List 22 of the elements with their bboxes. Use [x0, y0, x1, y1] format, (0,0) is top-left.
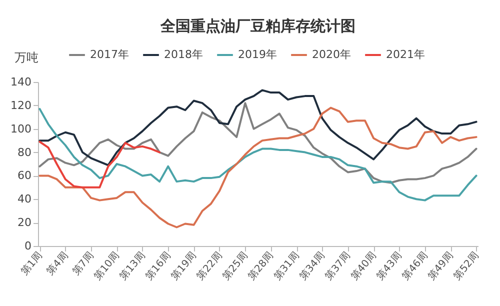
y-tick-label: 100: [10, 122, 32, 136]
legend-label: 2018年: [164, 48, 203, 61]
y-tick-label: 40: [18, 192, 32, 206]
y-tick-label: 80: [18, 146, 32, 159]
y-axis-title: 万吨: [14, 50, 38, 64]
line-series: [38, 140, 161, 188]
line-series: [38, 108, 478, 202]
legend-label: 2020年: [312, 48, 351, 61]
x-tick-label: 第4周: [44, 250, 70, 278]
y-tick-label: 140: [10, 76, 32, 88]
legend-label: 2021年: [386, 48, 425, 61]
x-tick-label: 第1周: [18, 250, 45, 278]
y-tick-label: 0: [24, 240, 32, 252]
legend-label: 2019年: [238, 48, 277, 61]
line-series: [38, 89, 478, 166]
y-tick-label: 20: [18, 216, 32, 230]
line-series: [38, 102, 478, 184]
chart-title: 全国重点油厂豆粕库存统计图: [160, 17, 356, 35]
line-series: [38, 106, 478, 228]
y-tick-label: 60: [18, 169, 32, 182]
legend-label: 2017年: [90, 48, 129, 61]
y-tick-label: 120: [10, 98, 32, 112]
